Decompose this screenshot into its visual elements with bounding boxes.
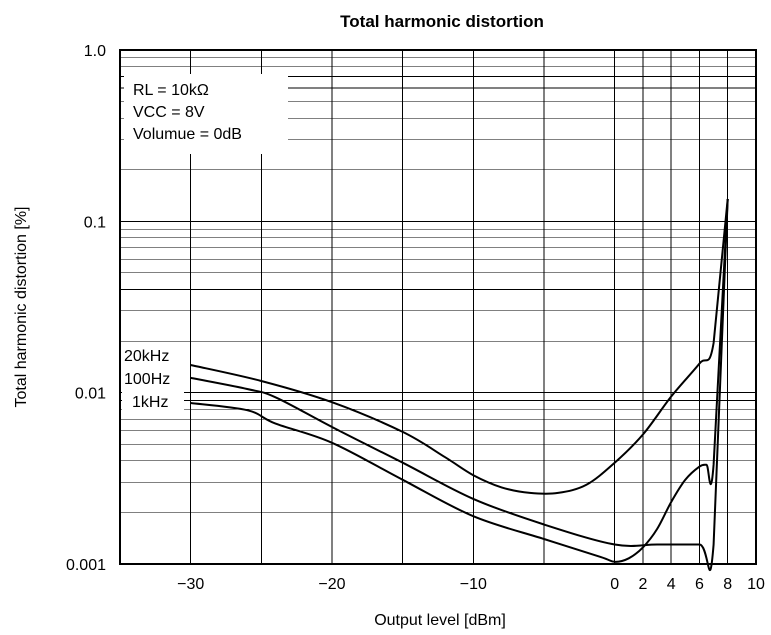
y-tick-label: 0.1 — [84, 214, 106, 231]
x-tick-label: −30 — [177, 576, 204, 593]
x-tick-label: 2 — [638, 576, 647, 593]
x-tick-label: 6 — [695, 576, 704, 593]
x-tick-label: 0 — [610, 576, 619, 593]
conditions-note: RL = 10kΩ VCC = 8V Volumue = 0dB — [124, 74, 288, 154]
series-line-20khz — [190, 198, 729, 495]
x-tick-label: 4 — [667, 576, 676, 593]
series-label-100hz: 100Hz — [124, 371, 170, 388]
tick-labels: −30 −20 −10 0 2 4 6 8 10 0.001 0.01 0.1 1.0 — [66, 43, 765, 593]
series-label-20khz: 20kHz — [124, 348, 169, 365]
series-line-100hz — [190, 198, 729, 572]
y-tick-label: 1.0 — [84, 43, 106, 60]
y-tick-label: 0.01 — [75, 386, 106, 403]
x-axis-label: Output level [dBm] — [374, 612, 506, 629]
x-tick-label: −10 — [460, 576, 487, 593]
y-axis-label: Total harmonic distortion [%] — [13, 207, 30, 408]
grid — [119, 50, 757, 565]
series-label-1khz: 1kHz — [132, 394, 168, 411]
x-tick-label: 8 — [723, 576, 732, 593]
note-rl: RL = 10kΩ — [133, 82, 209, 99]
series-labels: 20kHz 100Hz 1kHz — [122, 344, 184, 411]
series-line-1khz — [190, 198, 729, 563]
chart-title: Total harmonic distortion — [340, 12, 544, 31]
x-tick-label: 10 — [747, 576, 765, 593]
series-group — [190, 198, 729, 572]
plot-frame — [119, 49, 757, 565]
y-tick-label: 0.001 — [66, 557, 106, 574]
x-tick-label: −20 — [318, 576, 345, 593]
note-vcc: VCC = 8V — [133, 104, 205, 121]
note-volume: Volumue = 0dB — [133, 126, 242, 143]
